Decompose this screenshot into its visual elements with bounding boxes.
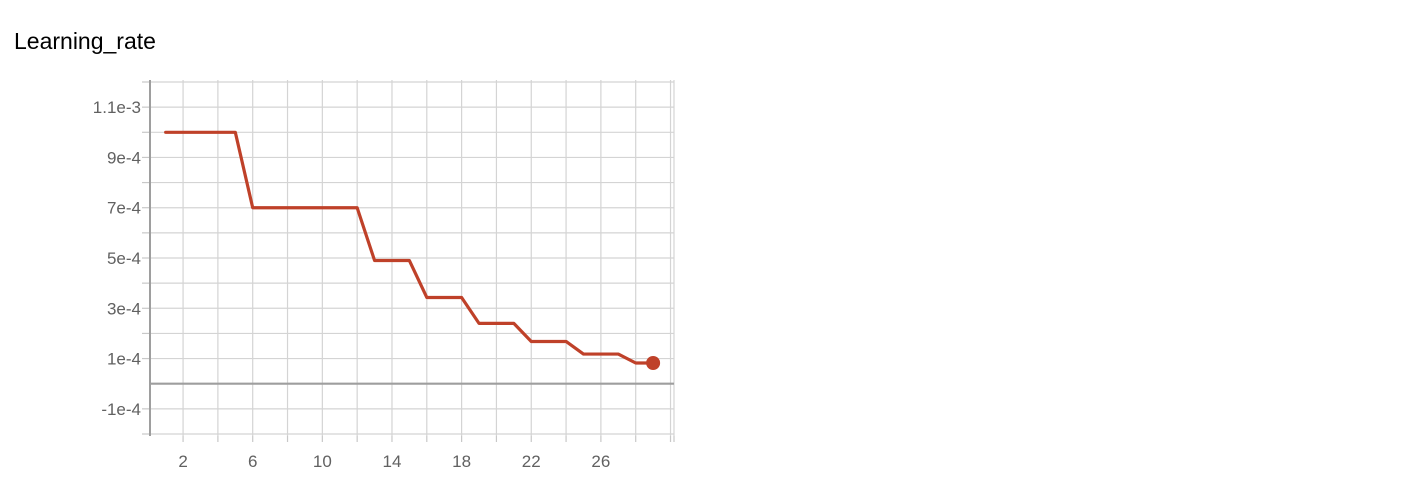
x-tick-label: 2: [178, 452, 187, 471]
y-tick-label: -1e-4: [101, 400, 141, 419]
series-layer: [164, 130, 661, 370]
x-tick-label: 14: [383, 452, 402, 471]
x-tick-label: 6: [248, 452, 257, 471]
x-tick-label: 10: [313, 452, 332, 471]
x-tick-label: 18: [452, 452, 471, 471]
x-tick-label: 26: [591, 452, 610, 471]
series-line-0: [164, 130, 655, 365]
last-point-marker: [646, 355, 661, 370]
y-tick-label: 7e-4: [107, 199, 141, 218]
chart-title: Learning_rate: [14, 28, 156, 54]
tick-labels: 2 6 10 14 18 22 261.1e-39e-47e-45e-43e-41e-4-1…: [93, 98, 611, 471]
axes: [142, 80, 675, 442]
y-tick-label: 3e-4: [107, 299, 141, 318]
y-tick-label: 5e-4: [107, 249, 141, 268]
learning-rate-chart[interactable]: 2 6 10 14 18 22 261.1e-39e-47e-45e-43e-41e-4-1…: [0, 0, 720, 482]
y-tick-label: 9e-4: [107, 148, 141, 167]
y-tick-label: 1.1e-3: [93, 98, 141, 117]
x-tick-label: 22: [522, 452, 541, 471]
grid: [150, 80, 675, 436]
y-tick-label: 1e-4: [107, 350, 141, 369]
